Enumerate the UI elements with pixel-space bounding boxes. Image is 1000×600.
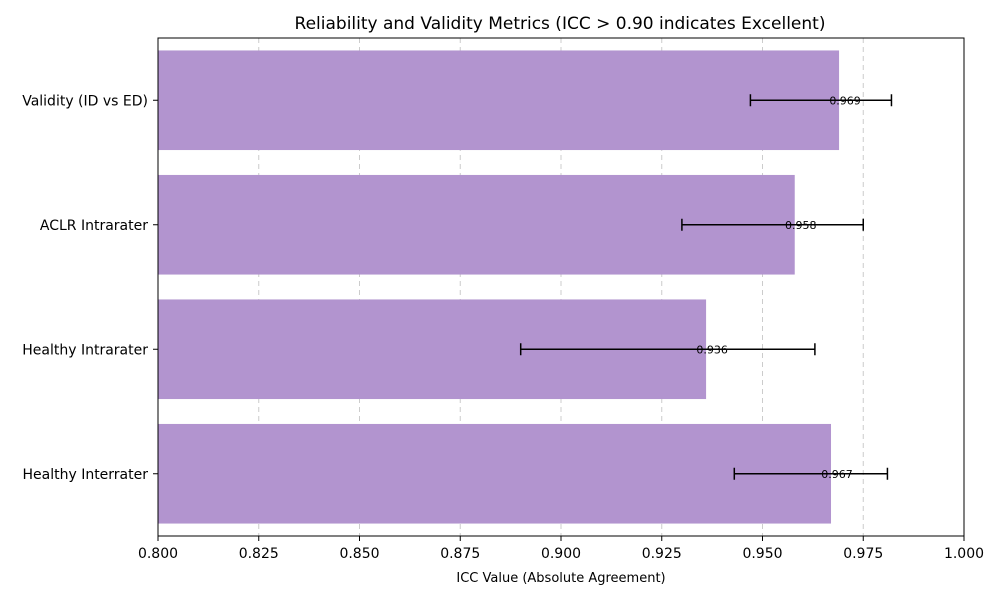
error-bars — [519, 94, 893, 480]
x-ticks: 0.800 0.825 0.850 0.875 0.900 0.925 0.950 0.975… — [138, 536, 984, 562]
data-label: 0.958 — [785, 219, 817, 232]
x-tick-label: 0.975 — [843, 546, 883, 562]
x-tick-label: 0.825 — [239, 546, 279, 562]
x-tick-label: 0.850 — [339, 546, 379, 562]
chart-title: Reliability and Validity Metrics (ICC > … — [295, 14, 826, 34]
data-label: 0.936 — [696, 343, 728, 356]
category-label: ACLR Intrarater — [40, 218, 148, 234]
x-tick-label: 0.875 — [440, 546, 480, 562]
x-tick-label: 0.925 — [642, 546, 682, 562]
category-label: Healthy Intrarater — [22, 342, 148, 358]
bar — [158, 50, 840, 151]
data-label: 0.969 — [829, 94, 861, 107]
x-tick-label: 0.800 — [138, 546, 178, 562]
category-label: Validity (ID vs ED) — [22, 93, 148, 109]
bar — [158, 423, 832, 524]
y-ticks: Validity (ID vs ED) ACLR Intrarater Health… — [22, 93, 158, 483]
bars — [158, 50, 840, 524]
x-axis-label: ICC Value (Absolute Agreement) — [456, 571, 665, 586]
data-labels: 0.969 0.958 0.936 0.967 — [696, 94, 860, 481]
x-tick-label: 0.900 — [541, 546, 581, 562]
x-tick-label: 1.000 — [944, 546, 984, 562]
x-tick-label: 0.950 — [742, 546, 782, 562]
category-label: Healthy Interrater — [22, 467, 148, 483]
data-label: 0.967 — [821, 468, 853, 481]
